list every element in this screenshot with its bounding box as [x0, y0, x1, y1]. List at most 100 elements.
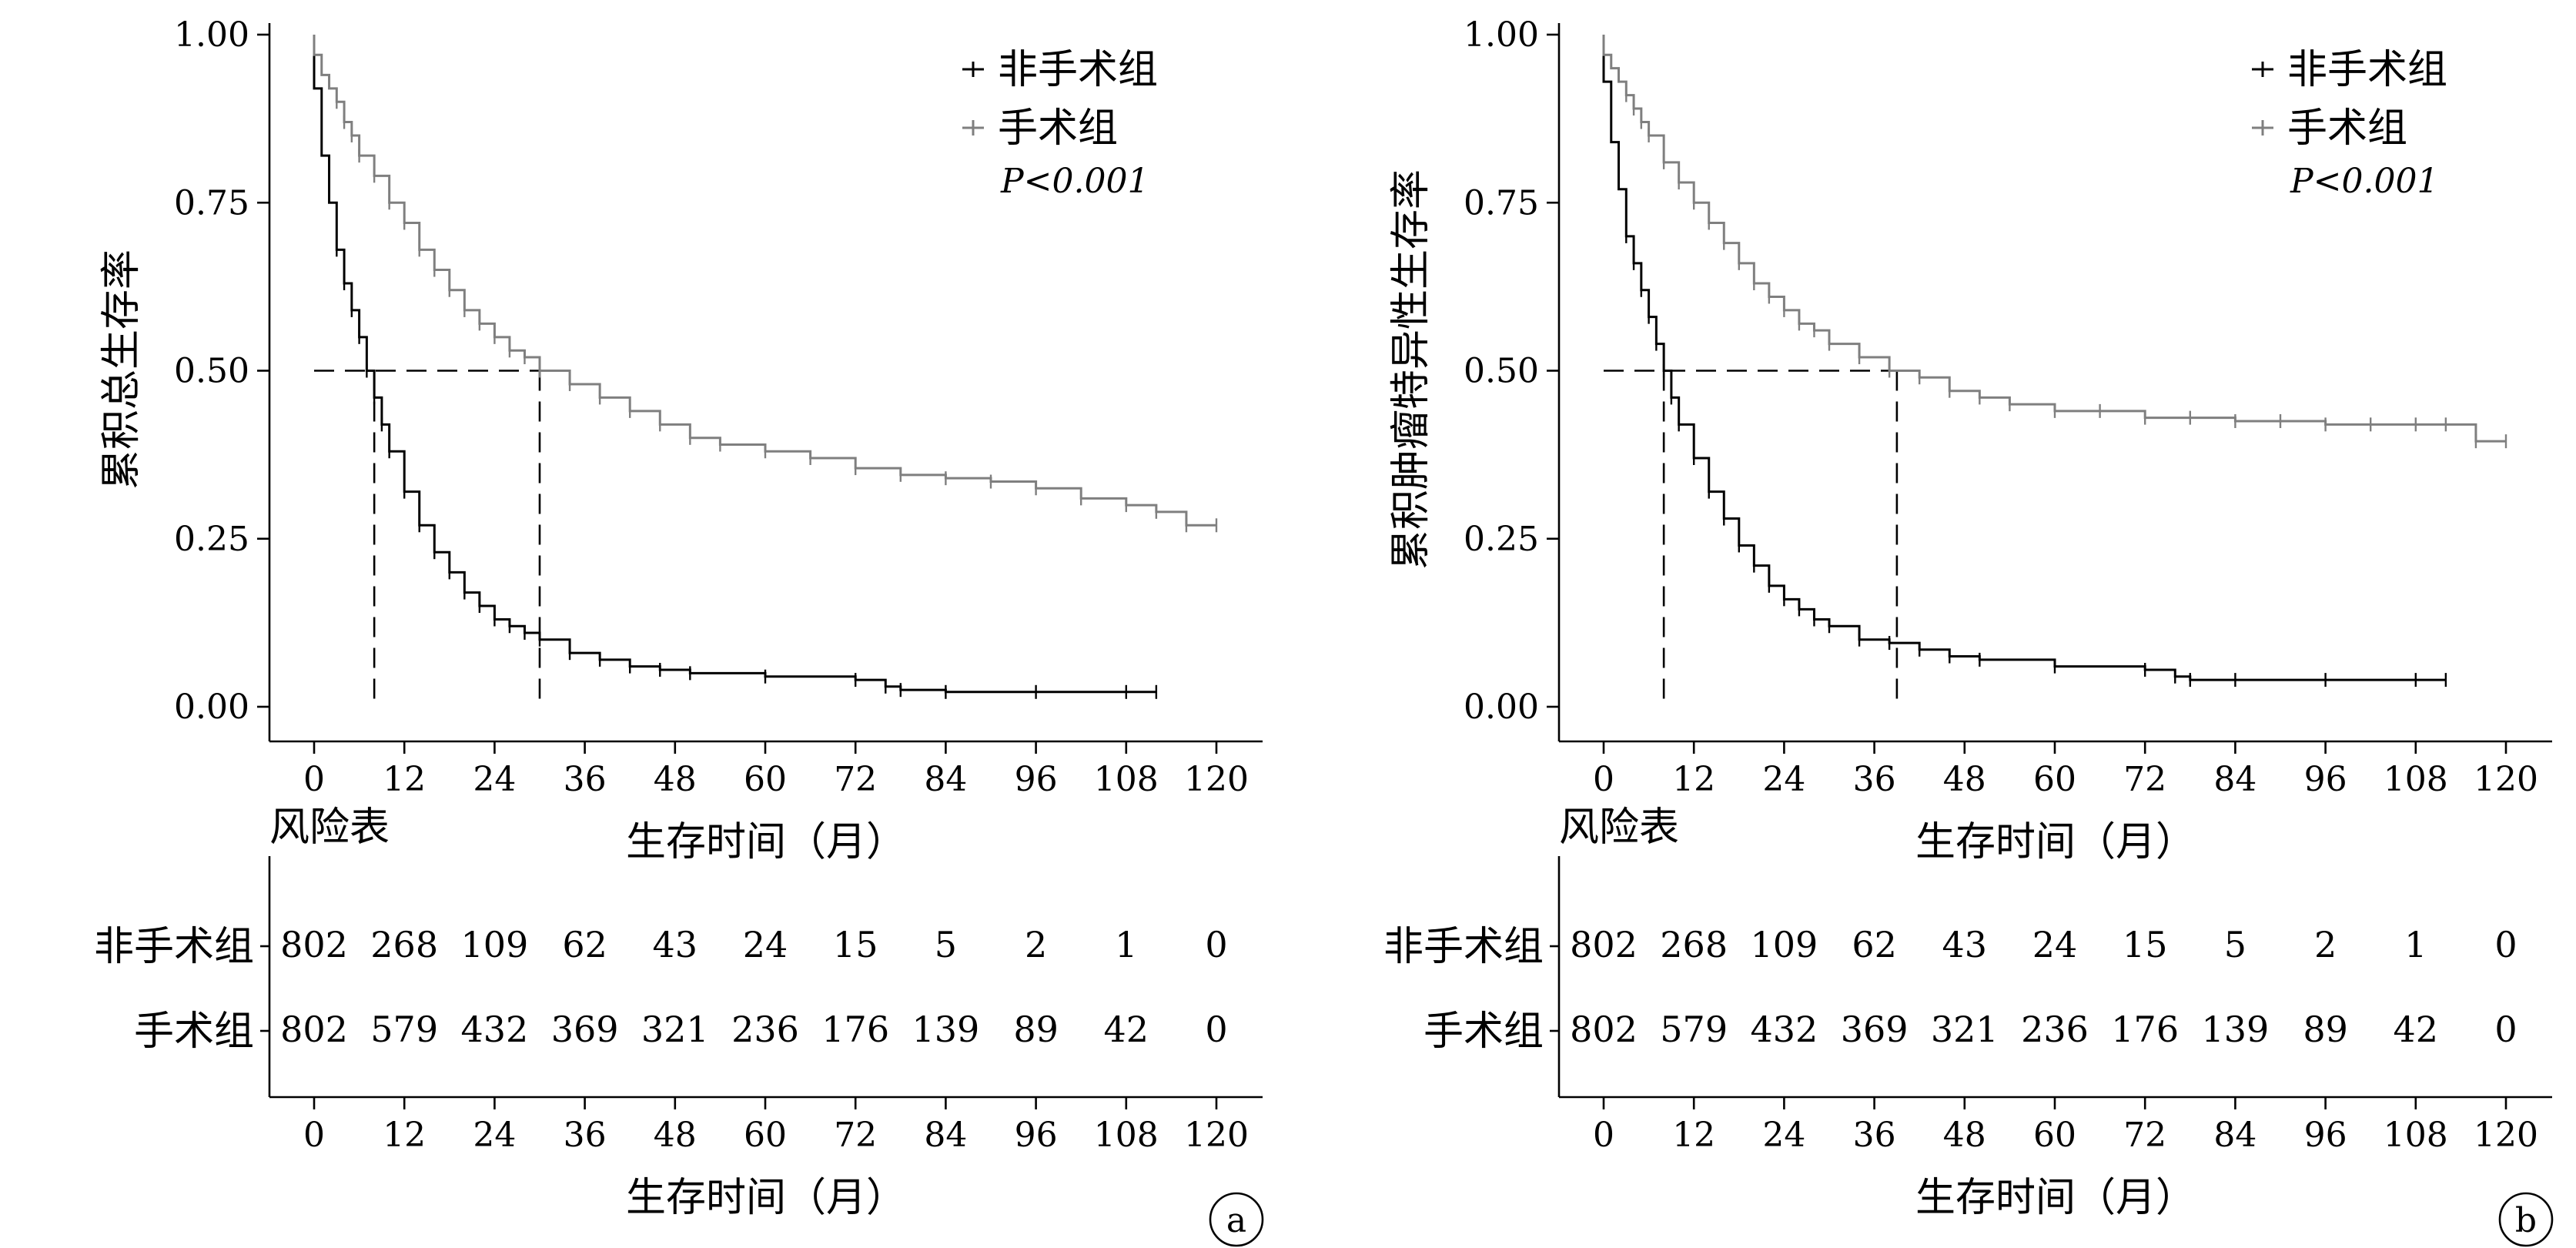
x-tick-label: 84	[924, 760, 967, 799]
x-tick-label: 84	[2213, 760, 2257, 799]
risk-count: 109	[460, 924, 528, 965]
risk-x-tick-label: 96	[1015, 1116, 1058, 1155]
risk-count: 321	[1931, 1009, 1999, 1050]
risk-x-tick-label: 120	[2474, 1116, 2538, 1155]
x-tick-label: 60	[744, 760, 787, 799]
risk-x-tick-label: 48	[654, 1116, 697, 1155]
risk-x-tick-label: 84	[924, 1116, 967, 1155]
y-tick-label: 0.50	[174, 352, 249, 391]
km-curve-surgery	[1602, 35, 2506, 443]
risk-count: 15	[2123, 924, 2168, 965]
x-tick-label: 120	[2474, 760, 2538, 799]
legend-entry: 手术组	[998, 105, 1118, 152]
risk-count: 139	[912, 1009, 979, 1050]
risk-count: 89	[2303, 1009, 2348, 1050]
p-value-label: P<0.001	[2290, 162, 2438, 201]
risk-x-tick-label: 48	[1943, 1116, 1986, 1155]
risk-count: 176	[2111, 1009, 2179, 1050]
y-tick-label: 1.00	[1464, 15, 1539, 55]
x-tick-label: 0	[1593, 760, 1614, 799]
y-tick-label: 0.25	[1464, 520, 1539, 559]
risk-x-tick-label: 120	[1184, 1116, 1249, 1155]
risk-count: 0	[1205, 924, 1227, 965]
km-curve-non-surgery	[313, 35, 1156, 694]
x-tick-label: 48	[654, 760, 697, 799]
risk-x-axis-title: 生存时间（月）	[626, 1175, 906, 1221]
risk-count: 268	[1660, 924, 1728, 965]
risk-count: 0	[2494, 1009, 2517, 1050]
risk-count: 62	[1852, 924, 1897, 965]
x-tick-label: 96	[2304, 760, 2347, 799]
risk-count: 2	[2314, 924, 2337, 965]
legend-entry: 手术组	[2287, 105, 2407, 152]
risk-count: 268	[370, 924, 438, 965]
risk-x-tick-label: 60	[744, 1116, 787, 1155]
risk-count: 5	[2224, 924, 2246, 965]
risk-count: 802	[1570, 924, 1638, 965]
risk-count: 802	[280, 924, 348, 965]
risk-x-tick-label: 24	[473, 1116, 516, 1155]
y-tick-label: 0.75	[1464, 183, 1539, 222]
risk-count: 24	[743, 924, 788, 965]
x-tick-label: 120	[1184, 760, 1249, 799]
x-tick-label: 72	[834, 760, 877, 799]
risk-table-title: 风险表	[1559, 805, 1679, 851]
panel-label: b	[2515, 1201, 2537, 1240]
y-tick-label: 0.00	[1464, 688, 1539, 727]
panel-a: 0.000.250.500.751.000 12 24 36 48 60 72 84 96 108…	[94, 15, 1264, 1247]
panel-label: a	[1226, 1201, 1246, 1240]
x-axis-title: 生存时间（月）	[626, 819, 906, 865]
x-tick-label: 48	[1943, 760, 1986, 799]
risk-count: 369	[551, 1009, 619, 1050]
risk-count: 1	[2404, 924, 2427, 965]
risk-count: 579	[1660, 1009, 1728, 1050]
risk-x-axis-title: 生存时间（月）	[1915, 1175, 2196, 1221]
risk-count: 236	[2021, 1009, 2089, 1050]
risk-count: 15	[833, 924, 878, 965]
x-tick-label: 12	[1672, 760, 1715, 799]
legend-entry: 非手术组	[2287, 47, 2447, 93]
x-tick-label: 60	[2033, 760, 2076, 799]
risk-x-tick-label: 60	[2033, 1116, 2076, 1155]
risk-count: 2	[1025, 924, 1047, 965]
x-tick-label: 12	[383, 760, 426, 799]
y-tick-label: 0.75	[174, 183, 249, 222]
x-tick-label: 108	[1094, 760, 1159, 799]
risk-count: 321	[641, 1009, 709, 1050]
risk-count: 89	[1013, 1009, 1059, 1050]
risk-count: 369	[1841, 1009, 1909, 1050]
risk-count: 24	[2032, 924, 2078, 965]
risk-count: 42	[1104, 1009, 1149, 1050]
p-value-label: P<0.001	[1000, 162, 1149, 201]
risk-count: 43	[1942, 924, 1988, 965]
risk-row-label: 手术组	[134, 1009, 254, 1055]
risk-count: 42	[2394, 1009, 2439, 1050]
x-tick-label: 108	[2384, 760, 2448, 799]
y-tick-label: 1.00	[174, 15, 249, 55]
risk-x-tick-label: 36	[1853, 1116, 1896, 1155]
y-tick-label: 0.00	[174, 688, 249, 727]
risk-x-tick-label: 12	[1672, 1116, 1715, 1155]
risk-count: 579	[370, 1009, 438, 1050]
y-tick-label: 0.25	[174, 520, 249, 559]
risk-count: 432	[1750, 1009, 1818, 1050]
x-axis-title: 生存时间（月）	[1915, 819, 2196, 865]
risk-x-tick-label: 36	[564, 1116, 607, 1155]
risk-x-tick-label: 12	[383, 1116, 426, 1155]
risk-count: 0	[1205, 1009, 1227, 1050]
risk-count: 432	[460, 1009, 528, 1050]
risk-x-tick-label: 96	[2304, 1116, 2347, 1155]
risk-count: 802	[1570, 1009, 1638, 1050]
risk-row-label: 非手术组	[1383, 924, 1544, 970]
risk-count: 236	[731, 1009, 799, 1050]
risk-count: 176	[821, 1009, 889, 1050]
risk-x-tick-label: 72	[834, 1116, 877, 1155]
risk-count: 43	[653, 924, 698, 965]
y-axis-title: 累积肿瘤特异性生存率	[1388, 169, 1434, 570]
risk-count: 1	[1115, 924, 1137, 965]
risk-x-tick-label: 108	[2384, 1116, 2448, 1155]
risk-x-tick-label: 0	[1593, 1116, 1614, 1155]
x-tick-label: 36	[564, 760, 607, 799]
x-tick-label: 24	[1762, 760, 1805, 799]
